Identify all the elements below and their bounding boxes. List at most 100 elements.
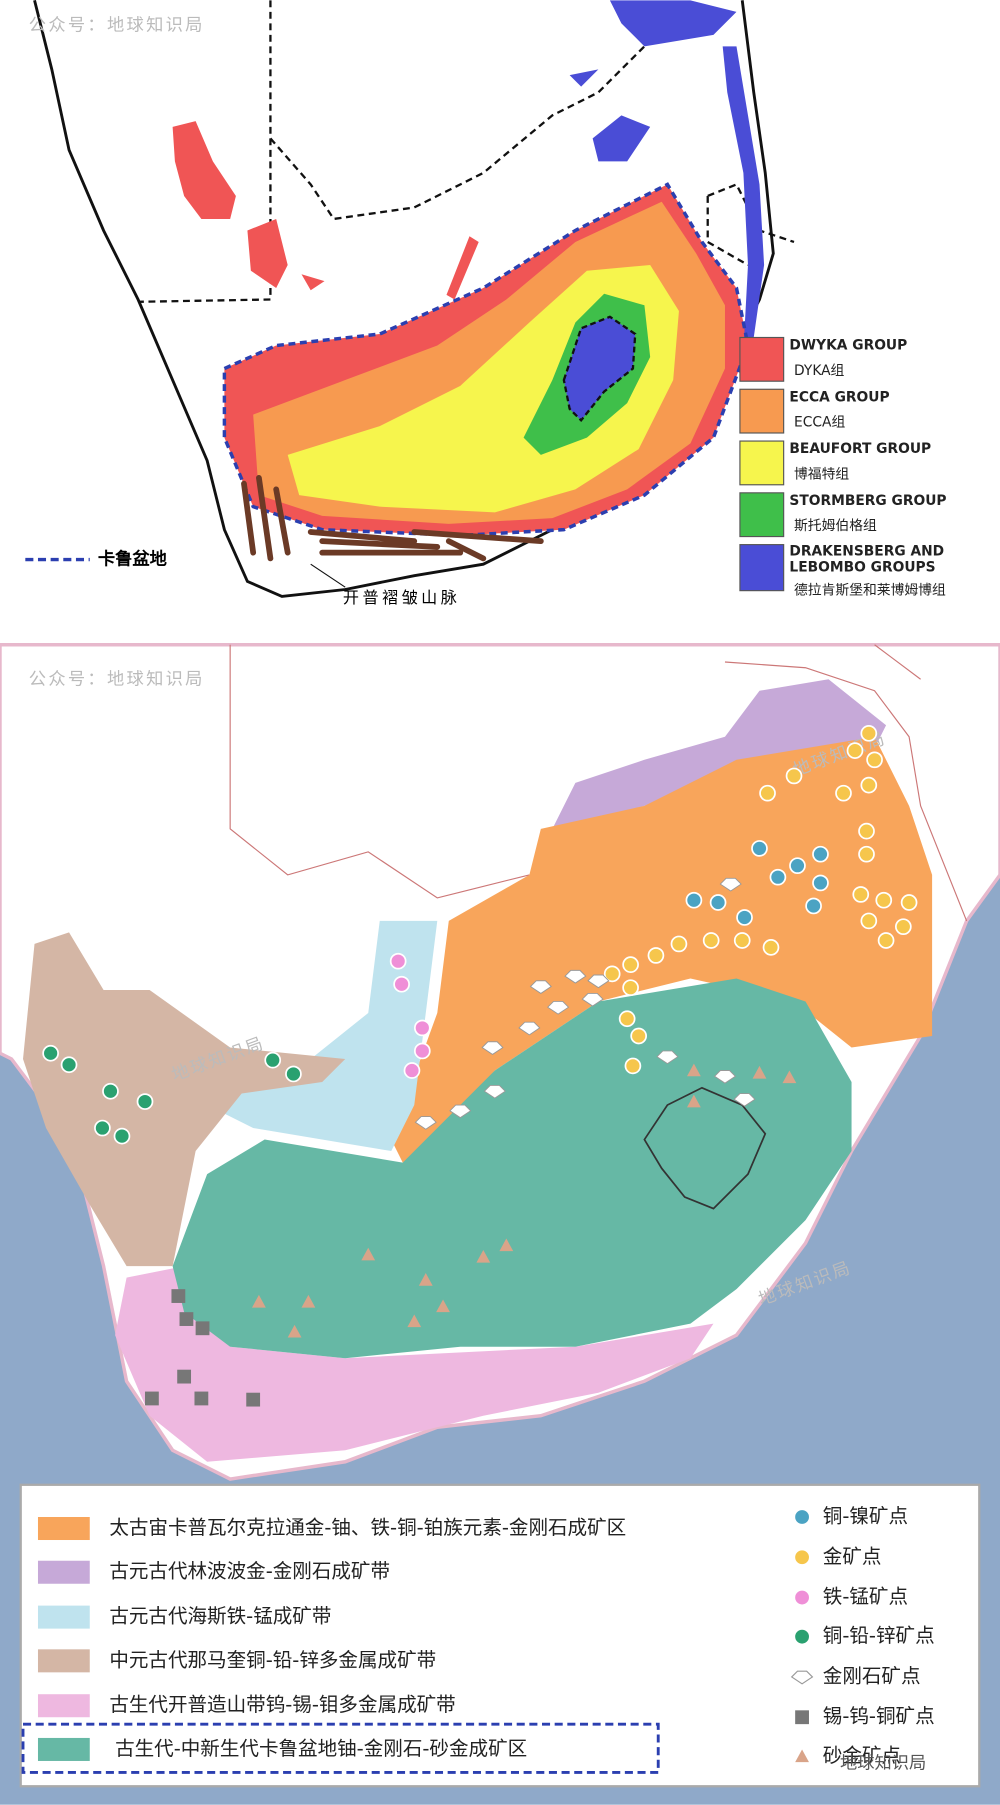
legend-zone: 中元古代那马奎铜-铅-锌多金属成矿带 — [109, 1648, 436, 1671]
legend-point: 金矿点 — [823, 1545, 882, 1568]
zone-limpopo — [552, 679, 887, 829]
legend-swatch — [37, 1560, 90, 1584]
legend-swatch — [37, 1605, 90, 1629]
marker — [481, 1041, 504, 1055]
marker — [449, 1104, 472, 1119]
marker — [624, 1057, 642, 1075]
legend-symbol — [794, 1628, 811, 1645]
legend-symbol — [795, 1749, 809, 1763]
marker — [618, 1010, 636, 1028]
lesotho-border — [643, 1086, 767, 1210]
marker — [622, 979, 639, 996]
marker — [894, 918, 912, 936]
zone-hayes — [207, 920, 438, 1152]
marker — [42, 1044, 59, 1062]
legend-zone: 古元古代海斯铁-锰成矿带 — [109, 1605, 331, 1628]
marker — [499, 1238, 514, 1252]
marker — [686, 1063, 701, 1077]
legend-swatch — [739, 492, 785, 538]
marker — [389, 952, 407, 970]
legend-zh: ECCA组 — [794, 415, 845, 431]
legend-swatch — [37, 1516, 90, 1541]
zone-namaqua — [23, 932, 346, 1267]
legend-box — [19, 1483, 981, 1788]
marker — [852, 886, 870, 903]
marker — [246, 1392, 261, 1407]
fold-label: 开普褶皱山脉 — [343, 588, 460, 607]
legend-swatch — [739, 388, 785, 434]
marker — [752, 1065, 767, 1079]
marker — [785, 767, 803, 785]
marker — [413, 1019, 431, 1037]
legend-swatch — [37, 1737, 90, 1761]
marker — [483, 1085, 506, 1099]
marker — [194, 1391, 209, 1406]
marker — [630, 1027, 648, 1045]
marker — [252, 1294, 266, 1308]
legend-en: BEAUFORT GROUP — [789, 441, 931, 457]
legend-point: 锡-钨-铜矿点 — [823, 1705, 935, 1728]
marker — [403, 1062, 421, 1079]
bottom-legend: 太古宙卡普瓦尔克拉通金-铀、铁-铜-铂族元素-金刚石成矿区古元古代林波波金-金刚… — [37, 1504, 935, 1767]
legend-symbol — [790, 1670, 814, 1685]
marker — [782, 1070, 797, 1084]
marker — [751, 840, 768, 857]
marker — [812, 845, 829, 863]
watermark: 公众号：地球知识局 — [29, 16, 205, 36]
marker — [195, 1321, 210, 1336]
marker — [860, 776, 878, 794]
marker — [547, 1001, 570, 1015]
marker — [361, 1247, 376, 1261]
marker — [264, 1051, 282, 1069]
marker — [285, 1065, 302, 1083]
legend-en: STORMBERG GROUP — [789, 493, 946, 509]
marker — [733, 932, 751, 949]
marker — [393, 975, 410, 993]
marker — [144, 1391, 159, 1406]
marker — [858, 845, 875, 863]
marker — [877, 932, 895, 949]
marker — [759, 784, 776, 802]
legend-swatch — [739, 336, 785, 382]
footer-watermark: 地球知识局 — [840, 1753, 926, 1773]
legend-symbol — [794, 1549, 811, 1566]
legend-en: LEBOMBO GROUPS — [789, 560, 935, 576]
legend-point: 铜-镍矿点 — [823, 1504, 908, 1527]
marker — [805, 897, 822, 915]
marker — [179, 1312, 194, 1326]
marker — [436, 1299, 450, 1313]
marker — [719, 877, 742, 892]
zone-karoo — [172, 978, 852, 1359]
marker — [413, 1042, 431, 1060]
marker — [564, 969, 587, 984]
marker — [736, 909, 753, 926]
legend-symbol — [794, 1508, 811, 1526]
marker — [171, 1289, 186, 1303]
marker — [622, 956, 639, 973]
marker — [846, 742, 864, 759]
marker — [414, 1116, 437, 1130]
marker — [709, 894, 727, 911]
marker — [835, 784, 852, 802]
legend-zh: DYKA组 — [794, 363, 845, 379]
marker — [769, 868, 787, 886]
marker — [789, 857, 806, 875]
legend-symbol — [794, 1589, 811, 1606]
legend-swatch — [739, 544, 785, 592]
legend-point: 金刚石矿点 — [823, 1664, 921, 1687]
fold-pointer — [310, 563, 346, 588]
marker — [136, 1093, 154, 1110]
marker — [603, 965, 621, 983]
cape-fold-belt — [241, 474, 544, 562]
zone-cape — [115, 1266, 714, 1462]
marker — [60, 1056, 78, 1074]
basin-label: 卡鲁盆地 — [98, 549, 167, 570]
marker — [529, 980, 552, 994]
marker — [113, 1127, 131, 1145]
legend-point: 铁-锰矿点 — [823, 1585, 908, 1608]
marker — [656, 1050, 679, 1065]
legend-zone: 古元古代林波波金-金刚石成矿带 — [109, 1560, 390, 1583]
marker — [866, 751, 883, 769]
marker — [685, 891, 703, 909]
